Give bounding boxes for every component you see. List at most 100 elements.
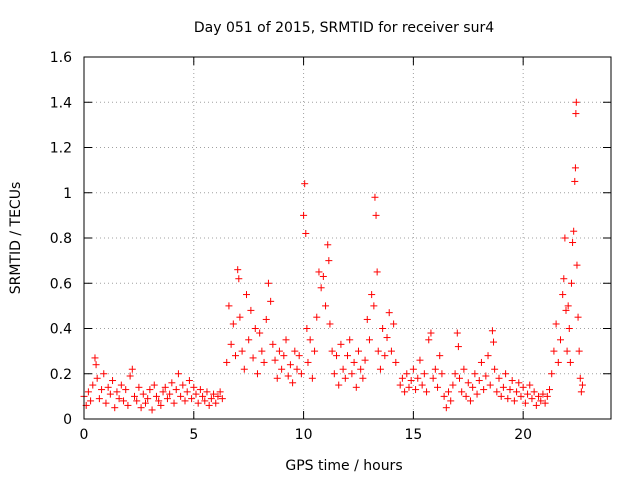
data-point	[335, 381, 343, 389]
data-point	[330, 370, 338, 378]
data-point	[462, 392, 470, 400]
data-point	[381, 352, 389, 360]
data-point	[98, 386, 106, 394]
axis-ticks	[83, 56, 611, 420]
data-point	[93, 374, 101, 382]
data-point	[508, 377, 516, 385]
data-point	[445, 388, 453, 396]
data-point	[295, 352, 303, 360]
data-point	[183, 388, 191, 396]
data-point	[379, 325, 387, 332]
data-point	[313, 313, 321, 321]
data-point	[229, 320, 237, 328]
data-point	[269, 340, 277, 348]
data-point	[575, 347, 583, 355]
data-point	[573, 261, 581, 269]
data-point	[172, 386, 180, 394]
data-point	[135, 383, 143, 391]
data-point	[300, 211, 308, 219]
data-point	[326, 320, 334, 328]
data-point	[161, 383, 169, 391]
data-point	[361, 356, 369, 364]
data-point	[303, 325, 311, 332]
data-point	[126, 372, 134, 380]
data-point	[454, 343, 462, 351]
data-point	[170, 399, 178, 407]
data-point	[473, 390, 481, 398]
data-point	[131, 392, 139, 400]
data-point	[157, 401, 165, 409]
data-point	[418, 381, 426, 389]
data-point	[177, 392, 185, 400]
data-point	[95, 395, 103, 403]
data-point	[251, 325, 259, 332]
data-point	[354, 347, 362, 355]
data-point	[550, 347, 558, 355]
data-point	[368, 291, 376, 299]
data-point	[297, 370, 305, 378]
y-tick-label: 0.4	[50, 322, 72, 338]
data-point	[293, 365, 301, 373]
data-point	[471, 370, 479, 378]
data-point	[117, 381, 125, 389]
data-point	[571, 177, 579, 185]
y-tick-label: 1	[63, 186, 72, 202]
x-tick-labels: 0 5 10 15 20	[80, 427, 533, 443]
y-tick-label: 1.6	[50, 50, 72, 66]
data-point	[401, 388, 409, 396]
y-tick-label: 0.2	[50, 367, 72, 383]
data-point	[308, 374, 316, 382]
data-point	[420, 370, 428, 378]
data-point	[466, 397, 474, 405]
data-point	[115, 395, 123, 403]
data-point	[409, 365, 417, 373]
data-point	[159, 388, 167, 396]
data-point	[460, 365, 468, 373]
data-point	[572, 110, 580, 118]
data-point	[398, 374, 406, 382]
data-point	[104, 383, 112, 391]
data-point	[495, 374, 503, 382]
data-point	[235, 275, 243, 283]
data-point	[280, 352, 288, 360]
data-point	[166, 390, 174, 398]
data-point	[258, 347, 266, 355]
y-tick-label: 0.6	[50, 276, 72, 292]
data-point	[387, 347, 395, 355]
data-point	[289, 379, 297, 387]
data-point	[236, 313, 244, 321]
data-point	[359, 374, 367, 382]
data-point	[562, 306, 570, 314]
data-point	[440, 392, 448, 400]
data-point	[286, 361, 294, 369]
data-point	[218, 395, 226, 403]
data-point	[306, 336, 314, 344]
data-point	[109, 377, 117, 385]
data-point	[390, 320, 398, 328]
data-point	[392, 358, 400, 366]
data-point	[84, 388, 92, 396]
data-point	[128, 365, 136, 373]
data-point	[144, 395, 152, 403]
data-point	[374, 347, 382, 355]
data-point	[436, 352, 444, 360]
data-point	[565, 325, 573, 332]
data-point	[574, 313, 582, 321]
data-point	[490, 338, 498, 346]
data-point	[199, 392, 207, 400]
data-point	[253, 370, 261, 378]
data-point	[506, 386, 514, 394]
data-point	[192, 390, 200, 398]
data-point	[291, 347, 299, 355]
data-point	[262, 315, 270, 323]
data-point	[469, 383, 477, 391]
data-point	[373, 268, 381, 276]
data-point	[181, 397, 189, 405]
data-point	[548, 370, 556, 378]
data-point	[247, 306, 255, 314]
data-point	[249, 354, 257, 362]
data-point	[120, 397, 128, 405]
data-point	[405, 383, 413, 391]
data-point	[556, 336, 564, 344]
data-point	[578, 381, 586, 389]
